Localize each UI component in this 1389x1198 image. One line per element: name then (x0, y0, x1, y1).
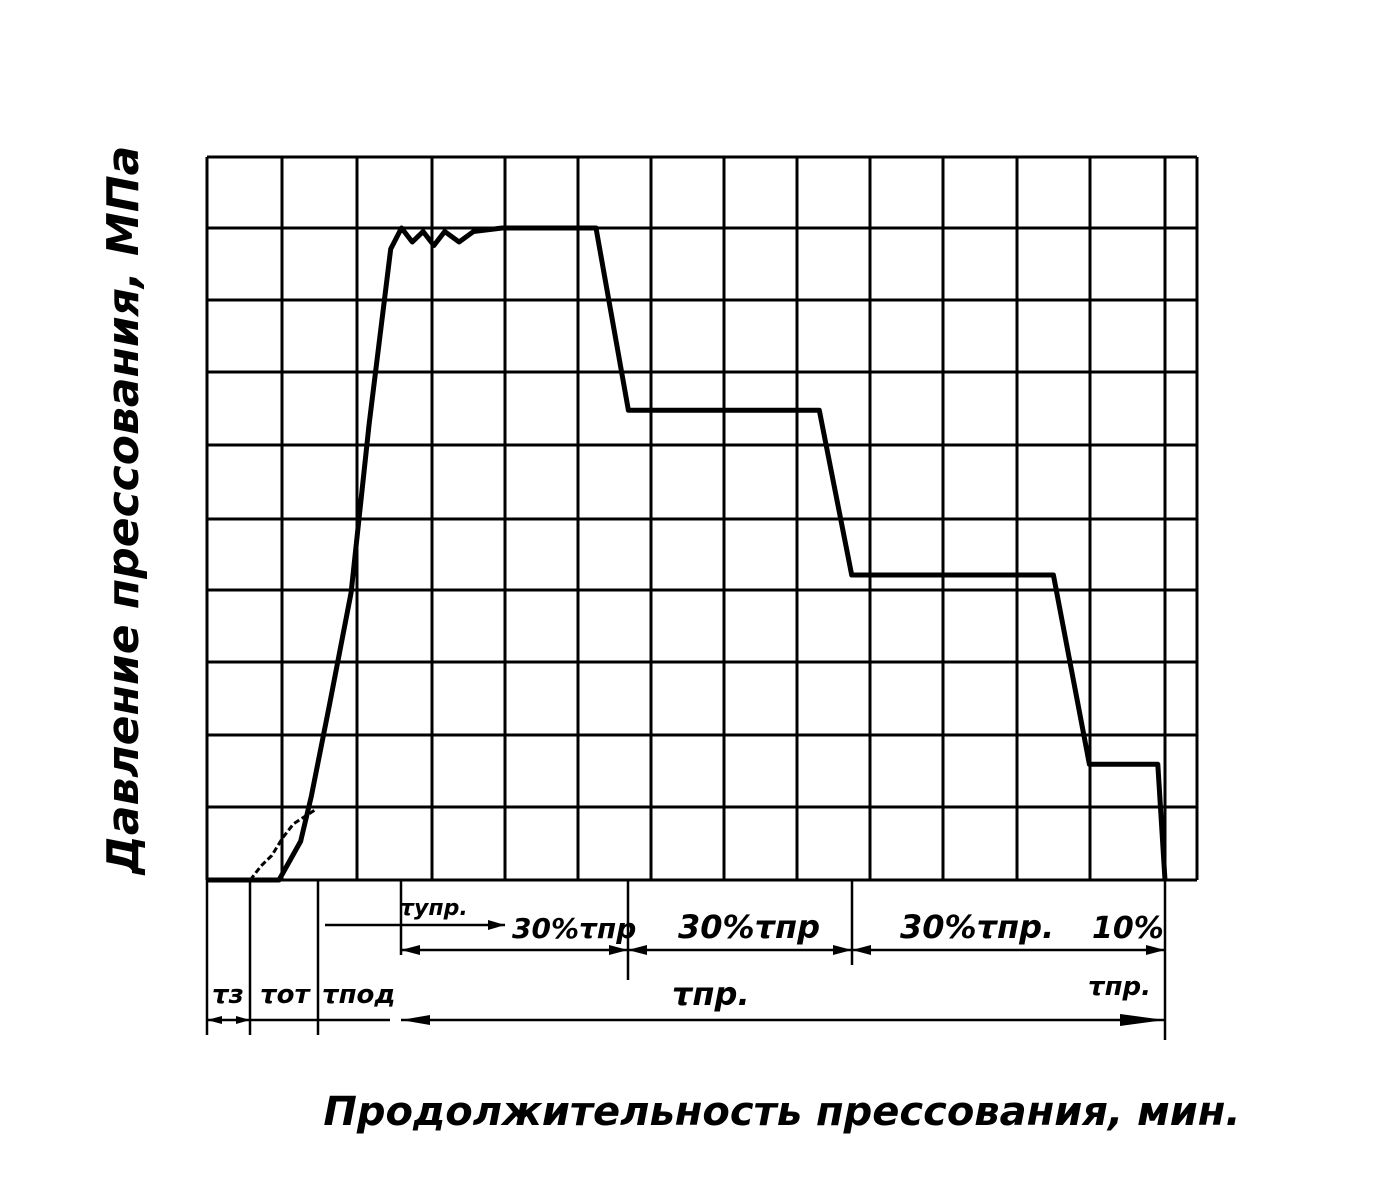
arrow-heads (207, 920, 1165, 1026)
y-axis-label: Давление прессования, МПа (98, 146, 149, 877)
arrowhead (488, 920, 505, 930)
chart-curves (207, 225, 1168, 883)
chart-grid (205, 155, 1199, 882)
series-line-0 (207, 225, 1168, 883)
arrowhead (401, 1015, 430, 1025)
arrowhead (852, 945, 871, 955)
dimension-lines (205, 880, 1167, 1040)
label-pct2: 30%τпр (678, 908, 820, 946)
x-axis-label: Продолжительность прессования, мин. (323, 1089, 1240, 1135)
label-pct1: 30%τпр (512, 912, 636, 945)
label-tau-ot: τот (260, 980, 311, 1010)
arrowhead (833, 945, 852, 955)
label-tau-upr: τупр. (400, 896, 468, 921)
label-tau-z: τз (212, 980, 244, 1010)
arrowhead (236, 1016, 250, 1024)
arrowhead (401, 945, 420, 955)
label-tau-pod: τпод (322, 980, 395, 1010)
label-tau-pr-right: τпр. (1088, 972, 1151, 1002)
arrowhead (1120, 1014, 1165, 1026)
arrowhead (609, 945, 628, 955)
label-tau-pr-total: τпр. (672, 975, 750, 1013)
arrowhead (207, 1016, 222, 1024)
arrowhead (1146, 945, 1165, 955)
series-line-1 (249, 808, 316, 881)
label-pct4: 10% (1092, 911, 1164, 946)
arrowhead (628, 945, 647, 955)
label-pct3: 30%τпр. (900, 908, 1054, 946)
